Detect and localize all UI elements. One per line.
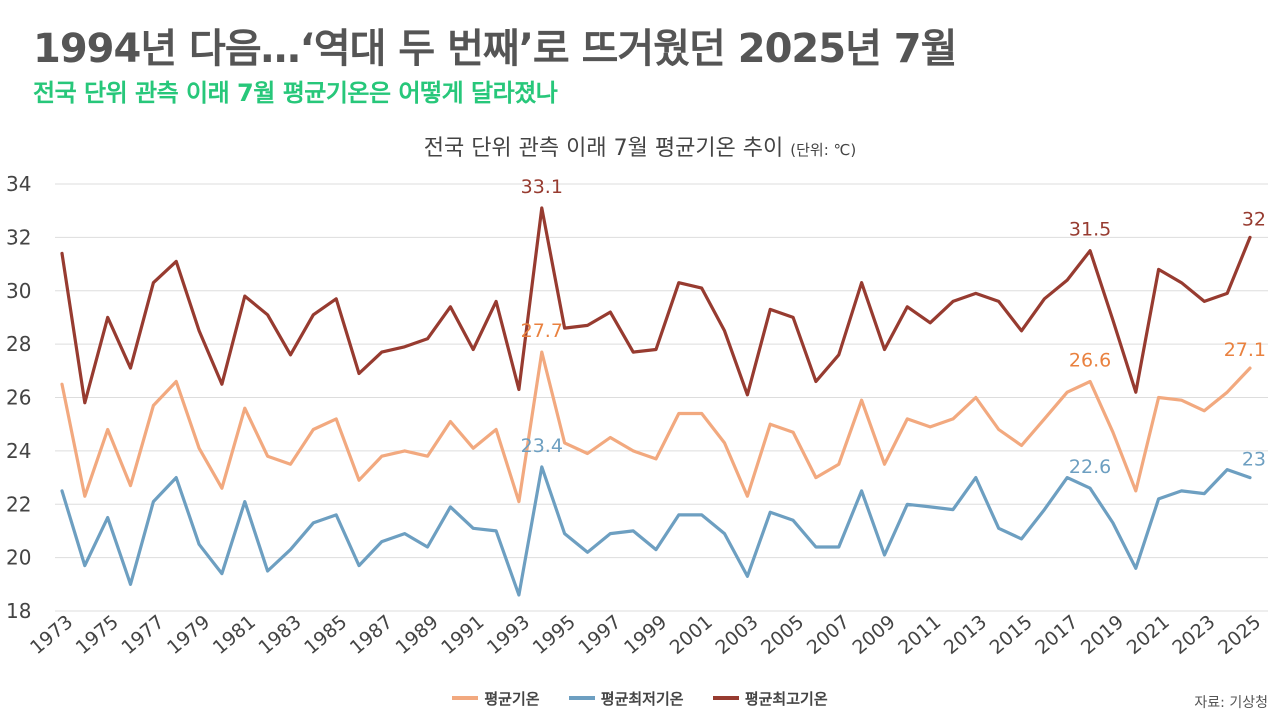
subheadline: 전국 단위 관측 이래 7월 평균기온은 어떻게 달라졌나 (33, 79, 558, 107)
y-tick-label-20: 20 (6, 546, 31, 570)
y-tick-label-30: 30 (6, 279, 31, 303)
x-tick-label-2011: 2011 (894, 611, 945, 659)
source-note: 자료: 기상청 (1194, 695, 1268, 711)
x-tick-label-2017: 2017 (1031, 611, 1082, 659)
x-tick-label-1981: 1981 (209, 611, 260, 659)
data-label-min-2018: 22.6 (1069, 456, 1111, 478)
x-tick-label-2019: 2019 (1077, 611, 1128, 659)
chart-title: 전국 단위 관측 이래 7월 평균기온 추이 (423, 136, 784, 161)
legend-item-max: 평균최고기온 (712, 688, 828, 709)
legend-item-min: 평균최저기온 (568, 688, 684, 709)
x-tick-label-1997: 1997 (574, 611, 625, 659)
x-tick-label-1985: 1985 (300, 611, 351, 659)
x-tick-label-2023: 2023 (1168, 611, 1219, 659)
legend-swatch-min (568, 696, 595, 700)
y-tick-label-26: 26 (6, 386, 31, 410)
x-tick-label-1975: 1975 (72, 611, 123, 659)
x-tick-label-2021: 2021 (1123, 611, 1174, 659)
chart-title-container: 전국 단위 관측 이래 7월 평균기온 추이 (단위: ℃) (0, 130, 1280, 162)
chart-unit-label: (단위: ℃) (790, 141, 857, 159)
x-tick-label-2025: 2025 (1214, 611, 1265, 659)
headline: 1994년 다음…‘역대 두 번째’로 뜨거웠던 2025년 7월 (33, 26, 957, 72)
data-label-mean-2018: 26.6 (1069, 349, 1111, 371)
series-line-max (60, 206, 1252, 405)
chart-legend: 평균기온 평균최저기온 평균최고기온 (0, 686, 1280, 709)
data-label-max-1994: 33.1 (521, 176, 563, 198)
data-label-max-2025: 32 (1242, 208, 1266, 230)
data-label-min-1994: 23.4 (521, 435, 563, 457)
x-tick-label-1987: 1987 (346, 611, 397, 659)
x-tick-label-2001: 2001 (666, 611, 717, 659)
y-tick-label-18: 18 (6, 599, 31, 623)
data-label-mean-1994: 27.7 (521, 320, 563, 342)
legend-item-mean: 평균기온 (452, 688, 540, 709)
x-tick-label-1973: 1973 (26, 611, 77, 659)
series-line-mean (60, 350, 1252, 504)
x-tick-label-1983: 1983 (254, 611, 305, 659)
x-tick-label-1977: 1977 (117, 611, 168, 659)
legend-label-min: 평균최저기온 (600, 689, 684, 708)
x-tick-label-1999: 1999 (620, 611, 671, 659)
data-label-mean-2025: 27.1 (1224, 339, 1266, 361)
y-tick-label-34: 34 (6, 172, 31, 196)
legend-swatch-max (712, 696, 739, 700)
series-line-min (60, 465, 1252, 597)
x-tick-label-2003: 2003 (711, 611, 762, 659)
data-label-min-2025: 23 (1242, 449, 1266, 471)
x-tick-label-2009: 2009 (848, 611, 899, 659)
x-tick-label-1991: 1991 (437, 611, 488, 659)
y-tick-label-28: 28 (6, 332, 31, 356)
y-tick-label-24: 24 (6, 439, 31, 463)
x-tick-label-2013: 2013 (940, 611, 991, 659)
x-tick-label-2007: 2007 (803, 611, 854, 659)
legend-swatch-mean (452, 696, 479, 700)
data-label-max-2018: 31.5 (1069, 219, 1111, 241)
legend-label-mean: 평균기온 (484, 689, 540, 708)
x-tick-label-1979: 1979 (163, 611, 214, 659)
y-tick-label-32: 32 (6, 225, 31, 249)
x-tick-label-1995: 1995 (529, 611, 580, 659)
x-tick-label-1993: 1993 (483, 611, 534, 659)
legend-label-max: 평균최고기온 (744, 689, 828, 708)
x-tick-label-1989: 1989 (392, 611, 443, 659)
x-tick-label-2005: 2005 (757, 611, 808, 659)
x-tick-label-2015: 2015 (986, 611, 1037, 659)
y-tick-label-22: 22 (6, 492, 31, 516)
